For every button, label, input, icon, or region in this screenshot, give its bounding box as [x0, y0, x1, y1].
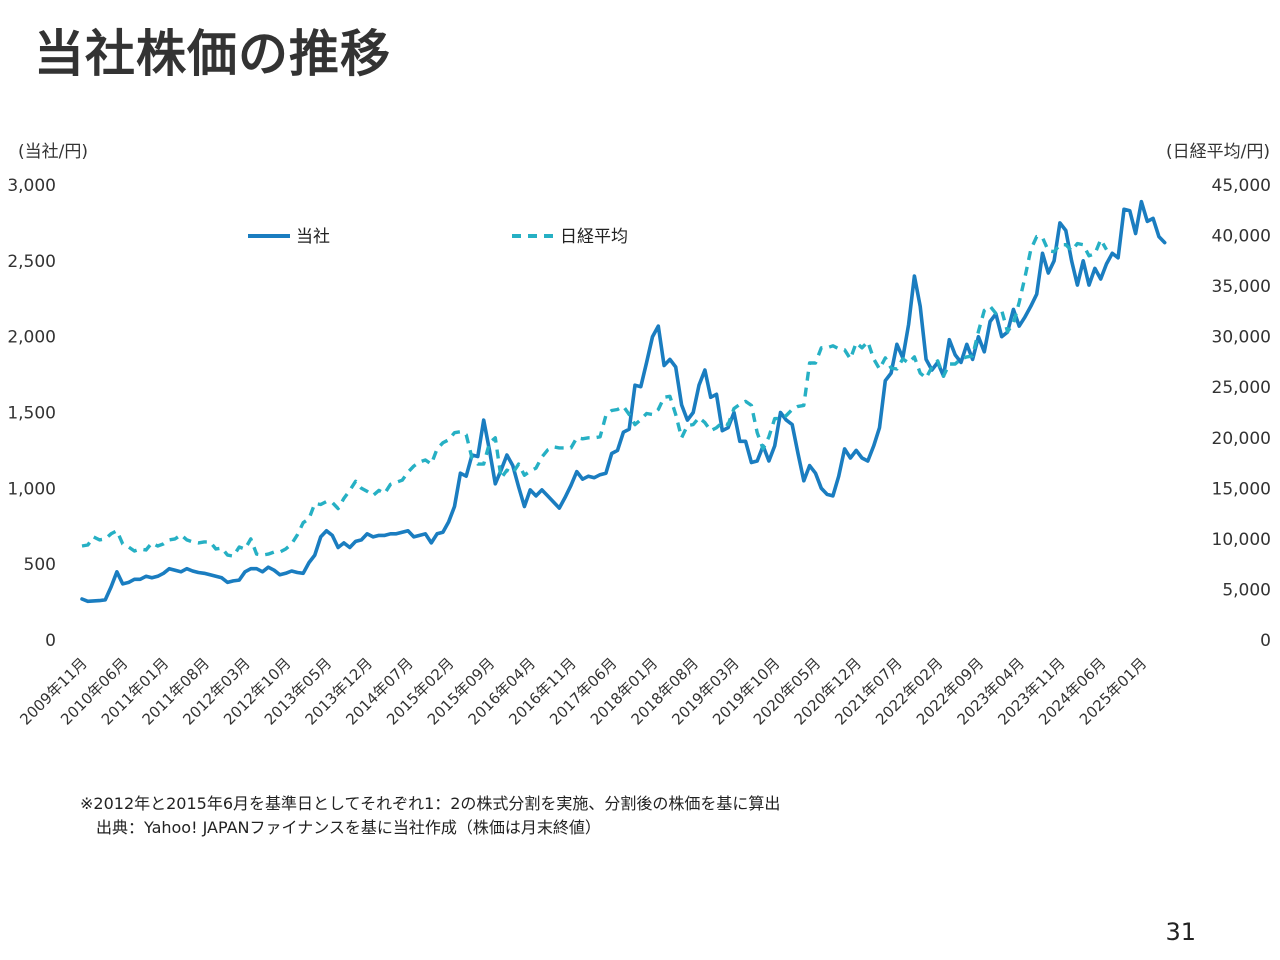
nikkei-average-line — [81, 234, 1108, 558]
left-tick-label: 1,000 — [7, 479, 56, 499]
right-tick-label: 25,000 — [1212, 378, 1271, 398]
left-tick-label: 1,500 — [7, 404, 56, 424]
right-tick-label: 10,000 — [1212, 530, 1271, 550]
left-tick-label: 0 — [45, 631, 56, 651]
left-tick-label: 2,000 — [7, 328, 56, 348]
page-title: 当社株価の推移 — [34, 25, 391, 83]
right-tick-label: 5,000 — [1222, 580, 1271, 600]
legend: 当社 日経平均 — [248, 227, 628, 247]
right-tick-label: 0 — [1260, 631, 1271, 651]
right-tick-label: 35,000 — [1212, 277, 1271, 297]
legend-label: 当社 — [296, 227, 330, 247]
left-axis-unit: (当社/円) — [18, 142, 88, 162]
footnote-split: ※2012年と2015年6月を基準日としてそれぞれ1：2の株式分割を実施、分割後… — [80, 794, 781, 813]
page-number: 31 — [1165, 918, 1196, 946]
right-tick-label: 15,000 — [1212, 479, 1271, 499]
x-axis-ticks: 2009年11月2010年06月2011年01月2011年08月2012年03月… — [16, 654, 1150, 728]
right-tick-label: 45,000 — [1212, 176, 1271, 196]
right-axis-unit: (日経平均/円) — [1166, 142, 1270, 162]
right-tick-label: 30,000 — [1212, 328, 1271, 348]
series-lines — [80, 199, 1167, 604]
right-tick-label: 20,000 — [1212, 429, 1271, 449]
left-tick-label: 500 — [24, 555, 56, 575]
right-axis-ticks: 0 5,000 10,000 15,000 20,000 25,000 30,000 35,0… — [1212, 176, 1271, 651]
left-axis-ticks: 0 500 1,000 1,500 2,000 2,500 3,000 — [7, 176, 56, 651]
company-price-line — [80, 199, 1167, 604]
legend-label: 日経平均 — [560, 227, 628, 247]
footnote-source: 出典：Yahoo! JAPANファイナンスを基に当社作成（株価は月末終値） — [96, 818, 601, 837]
right-tick-label: 40,000 — [1212, 227, 1271, 247]
left-tick-label: 2,500 — [7, 252, 56, 272]
left-tick-label: 3,000 — [7, 176, 56, 196]
